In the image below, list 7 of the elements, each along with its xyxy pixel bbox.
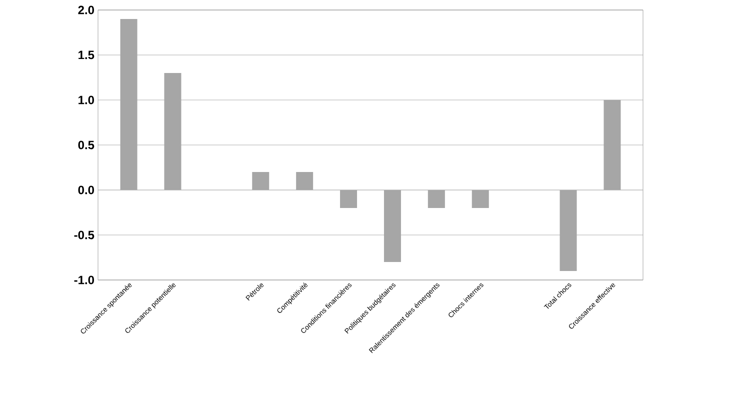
y-tick-label: 1.5: [78, 50, 94, 60]
y-tick-label: 1.0: [78, 96, 94, 104]
y-tick-label: -1.0: [74, 276, 94, 284]
y-tick-label: 0.0: [78, 186, 94, 194]
y-tick-label: -0.5: [74, 230, 94, 240]
y-tick-label: 2.0: [78, 6, 94, 14]
y-tick-label: 0.5: [78, 140, 94, 150]
